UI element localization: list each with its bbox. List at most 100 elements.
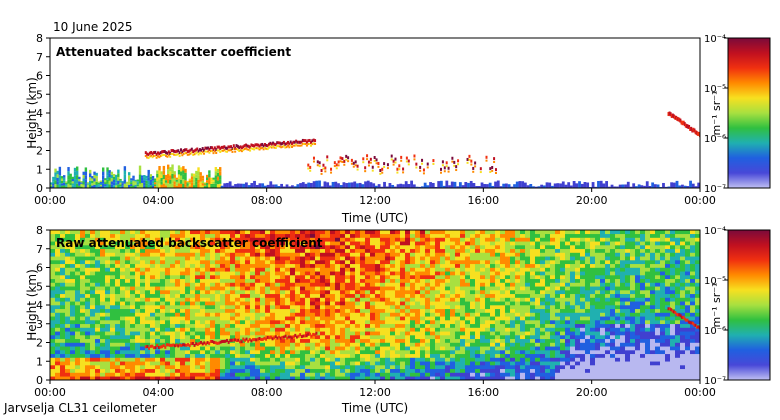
heatmap-cell — [55, 286, 61, 291]
heatmap-cell — [60, 275, 66, 280]
heatmap-cell — [270, 263, 276, 268]
heatmap-cell — [135, 376, 141, 380]
heatmap-cell — [182, 166, 185, 171]
heatmap-cell — [170, 290, 176, 295]
heatmap-cell — [290, 320, 296, 325]
heatmap-cell — [225, 361, 231, 366]
heatmap-cell — [225, 282, 231, 287]
heatmap-cell — [445, 327, 451, 332]
heatmap-cell — [105, 260, 111, 265]
heatmap-cell — [345, 158, 348, 161]
heatmap-cell — [667, 112, 670, 117]
heatmap-cell — [301, 138, 304, 142]
heatmap-cell — [280, 353, 286, 358]
heatmap-cell — [280, 368, 286, 373]
heatmap-cell — [145, 178, 148, 181]
heatmap-cell — [215, 335, 221, 340]
heatmap-cell — [105, 230, 111, 235]
heatmap-cell — [180, 346, 186, 351]
heatmap-cell — [290, 338, 296, 343]
heatmap-cell — [65, 185, 68, 187]
heatmap-cell — [305, 271, 311, 276]
heatmap-cell — [255, 365, 261, 370]
heatmap-cell — [430, 256, 436, 261]
heatmap-cell — [90, 365, 96, 370]
heatmap-cell — [510, 286, 516, 291]
heatmap-cell — [240, 297, 246, 302]
heatmap-cell — [240, 335, 246, 340]
heatmap-cell — [195, 267, 201, 272]
heatmap-cell — [80, 241, 86, 246]
heatmap-cell — [250, 365, 256, 370]
heatmap-cell — [455, 237, 461, 242]
heatmap-cell — [240, 323, 246, 328]
heatmap-cell — [305, 361, 311, 366]
heatmap-cell — [390, 353, 396, 358]
heatmap-cell — [226, 150, 229, 153]
heatmap-cell — [535, 365, 541, 370]
heatmap-cell — [270, 323, 276, 328]
heatmap-cell — [155, 286, 161, 291]
heatmap-cell — [445, 372, 451, 377]
heatmap-cell — [305, 297, 311, 302]
heatmap-cell — [510, 320, 516, 325]
heatmap-cell — [405, 368, 411, 373]
heatmap-cell — [510, 233, 516, 238]
heatmap-cell — [330, 282, 336, 287]
heatmap-cell — [395, 335, 401, 340]
heatmap-cell — [350, 331, 356, 336]
heatmap-cell — [395, 320, 401, 325]
heatmap-cell — [335, 320, 341, 325]
heatmap-cell — [125, 305, 131, 310]
heatmap-cell — [130, 305, 136, 310]
heatmap-cell — [320, 282, 326, 287]
heatmap-cell — [380, 350, 386, 355]
heatmap-cell — [285, 286, 291, 291]
heatmap-cell — [250, 293, 256, 298]
heatmap-cell — [65, 267, 71, 272]
heatmap-cell — [55, 233, 61, 238]
heatmap-cell — [385, 286, 391, 291]
heatmap-cell — [105, 237, 111, 242]
heatmap-cell — [385, 256, 391, 261]
heatmap-cell — [530, 282, 536, 287]
heatmap-cell — [235, 271, 241, 276]
heatmap-cell — [150, 260, 156, 265]
heatmap-cell — [155, 152, 158, 156]
heatmap-cell — [55, 275, 61, 280]
heatmap-cell — [330, 233, 336, 238]
heatmap-cell — [186, 186, 189, 188]
heatmap-cell — [215, 297, 221, 302]
heatmap-cell — [190, 233, 196, 238]
heatmap-cell — [335, 331, 341, 336]
heatmap-cell — [380, 320, 386, 325]
heatmap-cell — [265, 316, 271, 321]
heatmap-cell — [410, 361, 416, 366]
heatmap-cell — [125, 275, 131, 280]
heatmap-cell — [156, 170, 159, 174]
heatmap-cell — [190, 278, 196, 283]
heatmap-cell — [430, 320, 436, 325]
heatmap-cell — [320, 376, 326, 380]
heatmap-cell — [290, 297, 296, 302]
heatmap-cell — [201, 147, 204, 151]
heatmap-cell — [188, 178, 192, 181]
heatmap-cell — [60, 282, 66, 287]
heatmap-cell — [284, 142, 287, 146]
heatmap-cell — [125, 350, 131, 355]
heatmap-cell — [195, 282, 201, 287]
heatmap-cell — [500, 233, 506, 238]
heatmap-cell — [155, 312, 161, 317]
heatmap-cell — [270, 275, 276, 280]
heatmap-cell — [150, 263, 156, 268]
heatmap-cell — [58, 179, 62, 184]
heatmap-cell — [375, 320, 381, 325]
heatmap-cell — [370, 275, 376, 280]
heatmap-cell — [245, 353, 251, 358]
heatmap-cell — [505, 323, 511, 328]
heatmap-cell — [140, 245, 146, 250]
heatmap-cell — [410, 230, 416, 235]
heatmap-cell — [445, 350, 451, 355]
heatmap-cell — [340, 350, 346, 355]
heatmap-cell — [155, 365, 161, 370]
